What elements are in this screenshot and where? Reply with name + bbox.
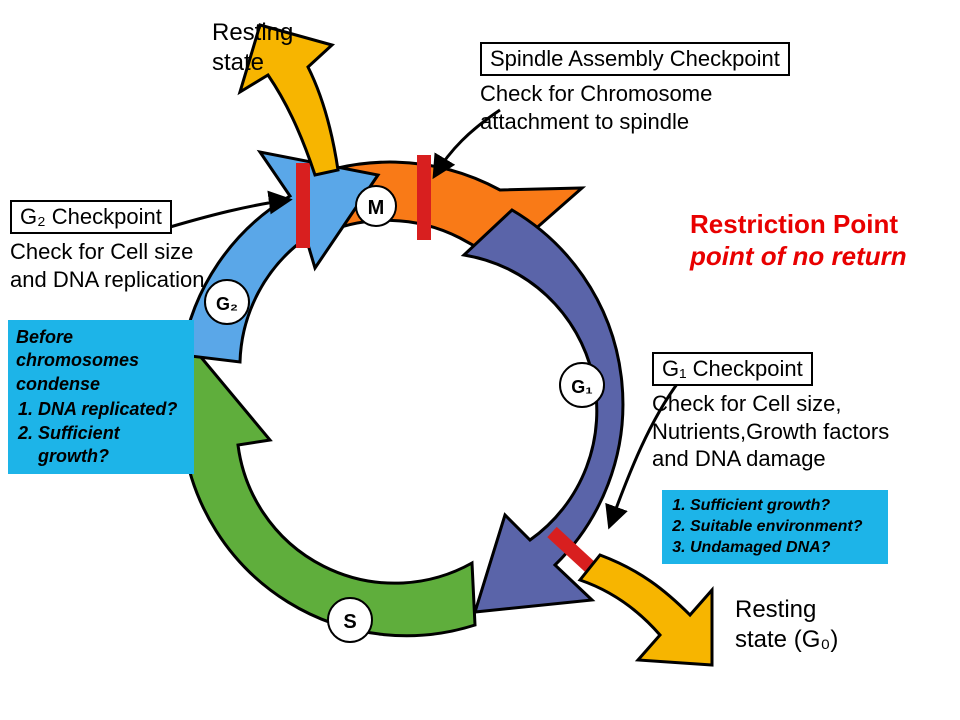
g1-panel-item: Undamaged DNA? xyxy=(690,538,880,559)
resting-bottom-label: Restingstate (G₀) xyxy=(735,595,838,655)
svg-text:G₁: G₁ xyxy=(571,377,592,397)
g2-box: G₂ Checkpoint xyxy=(10,200,172,234)
phase-g2 xyxy=(182,152,378,362)
g2-questions-panel: Before chromosomes condense DNA replicat… xyxy=(8,320,194,474)
g1-panel-list: Sufficient growth? Suitable environment?… xyxy=(670,496,880,558)
phase-g1 xyxy=(464,210,623,612)
g1-panel-item: Suitable environment? xyxy=(690,517,880,538)
resting-top-label: Restingstate xyxy=(212,18,293,78)
g1-panel-item: Sufficient growth? xyxy=(690,496,880,517)
g2-panel-item: Sufficient growth? xyxy=(38,422,186,469)
g2-desc: Check for Cell sizeand DNA replication xyxy=(10,238,204,293)
g2-panel-list: DNA replicated? Sufficient growth? xyxy=(16,398,186,468)
g1-questions-panel: Sufficient growth? Suitable environment?… xyxy=(662,490,888,564)
svg-text:G₂: G₂ xyxy=(216,294,238,314)
svg-text:S: S xyxy=(343,611,356,633)
sac-desc: Check for Chromosomeattachment to spindl… xyxy=(480,80,712,135)
restriction-title: Restriction Point xyxy=(690,208,898,241)
g1-desc: Check for Cell size,Nutrients,Growth fac… xyxy=(652,390,889,473)
g2-panel-item: DNA replicated? xyxy=(38,398,186,421)
g2-panel-header: Before chromosomes condense xyxy=(16,326,186,396)
sac-box: Spindle Assembly Checkpoint xyxy=(480,42,790,76)
restriction-sub: point of no return xyxy=(690,240,907,273)
g1-box: G₁ Checkpoint xyxy=(652,352,813,386)
svg-text:M: M xyxy=(368,197,385,219)
diagram-stage: M G₁ S G₂ Restingstate Spindle Assembly … xyxy=(0,0,960,720)
